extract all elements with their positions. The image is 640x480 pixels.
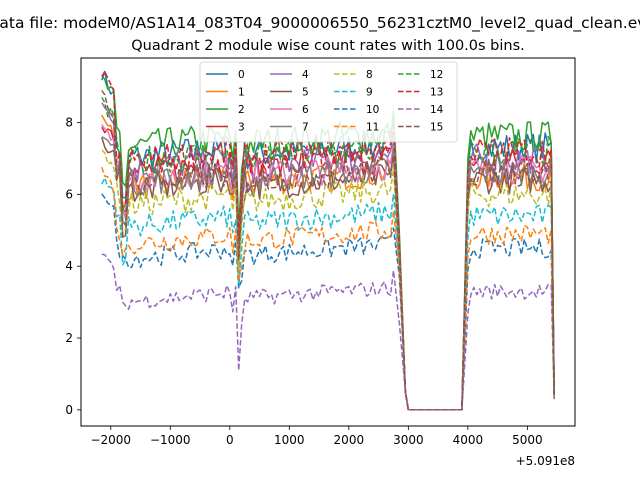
chart-title: Quadrant 2 module wise count rates with … bbox=[131, 38, 525, 54]
series-line-8 bbox=[101, 149, 555, 411]
x-tick-label: −1000 bbox=[150, 433, 191, 447]
x-offset-label: +5.091e8 bbox=[516, 454, 575, 468]
x-axis: −2000 −1000 0 1000 2000 3000 4000 5000 bbox=[90, 426, 543, 447]
legend-label-4: 4 bbox=[302, 69, 309, 81]
y-tick-label: 8 bbox=[65, 116, 73, 130]
x-tick-label: 0 bbox=[226, 433, 234, 447]
legend-label-11: 11 bbox=[366, 122, 379, 134]
legend-label-15: 15 bbox=[430, 122, 443, 134]
legend-label-14: 14 bbox=[430, 104, 444, 116]
legend-label-2: 2 bbox=[238, 104, 245, 116]
legend-label-13: 13 bbox=[430, 87, 443, 99]
series-line-12 bbox=[101, 96, 555, 411]
y-tick-label: 4 bbox=[65, 259, 73, 273]
legend-box bbox=[199, 61, 458, 143]
legend-label-6: 6 bbox=[302, 104, 309, 116]
y-tick-label: 6 bbox=[65, 187, 73, 201]
series-line-11 bbox=[101, 167, 555, 411]
legend-label-10: 10 bbox=[366, 104, 379, 116]
y-tick-label: 2 bbox=[65, 331, 73, 345]
series-line-7 bbox=[101, 136, 555, 411]
y-tick-label: 0 bbox=[65, 403, 73, 417]
series-line-13 bbox=[101, 70, 555, 411]
series-line-14 bbox=[101, 253, 555, 411]
series-layer bbox=[101, 70, 555, 411]
figure-suptitle: Data file: modeM0/AS1A14_083T04_90000065… bbox=[0, 14, 640, 33]
legend-label-12: 12 bbox=[430, 69, 443, 81]
y-axis: 0 2 4 6 8 bbox=[65, 116, 81, 417]
x-tick-label: 1000 bbox=[274, 433, 305, 447]
x-tick-label: 4000 bbox=[453, 433, 484, 447]
legend-label-7: 7 bbox=[302, 122, 309, 134]
legend-label-1: 1 bbox=[238, 87, 245, 99]
x-tick-label: 3000 bbox=[393, 433, 424, 447]
plot-frame bbox=[80, 57, 576, 427]
legend-label-0: 0 bbox=[238, 69, 245, 81]
series-line-9 bbox=[101, 177, 555, 411]
x-tick-label: 5000 bbox=[512, 433, 543, 447]
legend-label-9: 9 bbox=[366, 87, 373, 99]
legend-label-8: 8 bbox=[366, 69, 373, 81]
series-line-15 bbox=[101, 90, 555, 411]
x-tick-label: 2000 bbox=[334, 433, 365, 447]
x-tick-label: −2000 bbox=[90, 433, 131, 447]
legend-label-3: 3 bbox=[238, 122, 245, 134]
legend-label-5: 5 bbox=[302, 87, 309, 99]
